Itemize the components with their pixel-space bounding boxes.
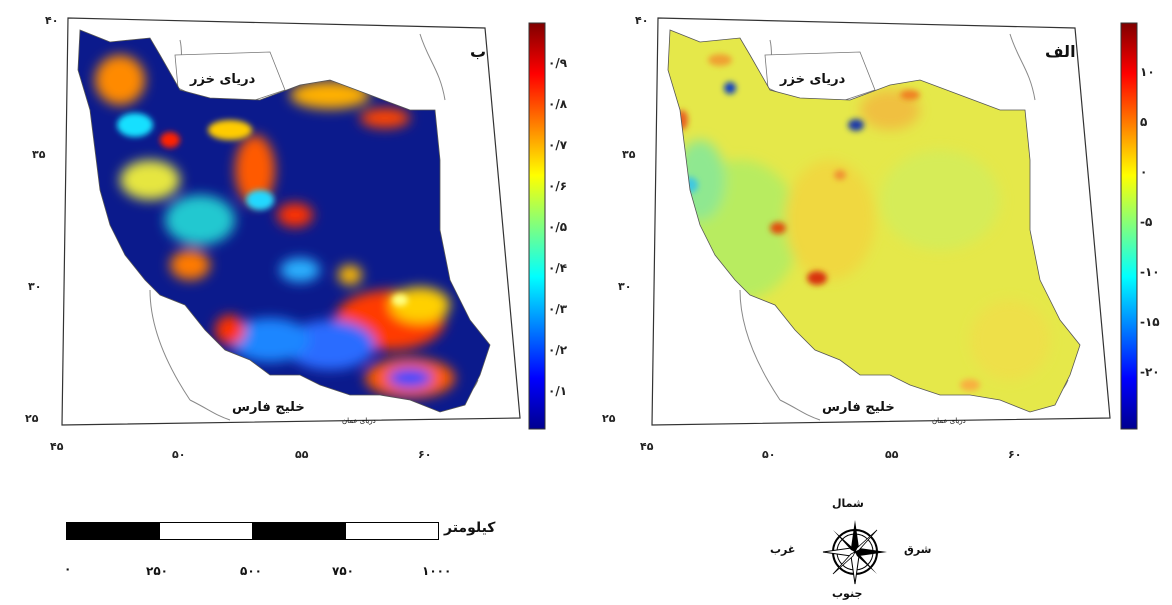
colorbar-tick-label: ۰ [1140,165,1148,179]
oman-label-b: دریای عمان [342,417,376,425]
compass-west: غرب [770,543,796,556]
lat-tick: ۴۰ [635,14,649,27]
map-panel-b: ب دریای خزر خلیج فارس دریای عمان ۴۰ ۳۵ ۳… [0,0,567,461]
lat-tick: ۳۵ [622,148,636,161]
colorbar-alef [1120,22,1138,430]
lat-tick: ۲۵ [25,412,39,425]
panel-letter-b: ب [470,42,487,61]
colorbar-tick-label: -۵ [1140,215,1153,229]
compass-rose: شمال غرب شرق جنوب [770,495,932,605]
map-panel-alef: الف دریای خزر خلیج فارس دریای عمان ۴۰ ۳۵… [590,0,1172,461]
lat-tick: ۳۵ [32,148,46,161]
scale-label: ۲۵۰ [146,564,168,578]
compass-south: جنوب [832,587,863,600]
compass-rose-icon [822,520,887,585]
scale-label: ۰ [64,562,72,576]
lat-tick: ۴۰ [45,14,59,27]
caspian-label-b: دریای خزر [190,72,256,87]
colorbar-tick-label: ۱۰ [1140,65,1155,79]
lon-tick: ۵۵ [885,448,899,461]
colorbar-tick-label: ۰/۵ [548,220,568,234]
lat-tick: ۲۵ [602,412,616,425]
lat-tick: ۳۰ [28,280,42,293]
oman-label-alef: دریای عمان [932,417,966,425]
scale-seg-4 [345,522,439,540]
colorbar-tick-label: ۰/۷ [548,138,568,152]
scale-seg-2 [159,522,253,540]
lon-tick: ۶۰ [418,448,432,461]
compass-north: شمال [832,497,864,510]
colorbar-tick-label: -۲۰ [1140,365,1160,379]
map-frame-b [61,17,521,426]
scale-unit: کیلومتر [444,520,496,536]
lat-tick: ۳۰ [618,280,632,293]
colorbar-tick-label: ۰/۳ [548,302,568,316]
lon-tick: ۵۵ [295,448,309,461]
colorbar-tick-label: ۰/۱ [548,384,568,398]
colorbar-tick-label: ۰/۹ [548,56,568,70]
compass-east: شرق [904,543,932,556]
colorbar-tick-label: ۰/۶ [548,179,568,193]
colorbar-tick-label: ۰/۸ [548,97,568,111]
lon-tick: ۴۵ [640,440,654,453]
scale-seg-3 [252,522,346,540]
lon-tick: ۵۰ [172,448,186,461]
map-frame-alef [651,17,1111,426]
colorbar-tick-label: -۱۰ [1140,265,1160,279]
colorbar-tick-label: ۰/۲ [548,343,568,357]
lon-tick: ۵۰ [762,448,776,461]
gulf-label-alef: خلیج فارس [822,400,895,415]
scale-seg-1 [66,522,160,540]
caspian-label-alef: دریای خزر [780,72,846,87]
colorbar-tick-label: ۵ [1140,115,1148,129]
colorbar-tick-label: -۱۵ [1140,315,1160,329]
colorbar-tick-label: ۰/۴ [548,261,568,275]
scale-label: ۷۵۰ [332,564,354,578]
lon-tick: ۴۵ [50,440,64,453]
colorbar-b [528,22,546,430]
scale-label: ۵۰۰ [240,564,262,578]
gulf-label-b: خلیج فارس [232,400,305,415]
lon-tick: ۶۰ [1008,448,1022,461]
scale-bar: کیلومتر ۰ ۲۵۰ ۵۰۰ ۷۵۰ ۱۰۰۰ [0,500,560,600]
scale-label: ۱۰۰۰ [422,564,452,578]
panel-letter-alef: الف [1045,42,1076,61]
